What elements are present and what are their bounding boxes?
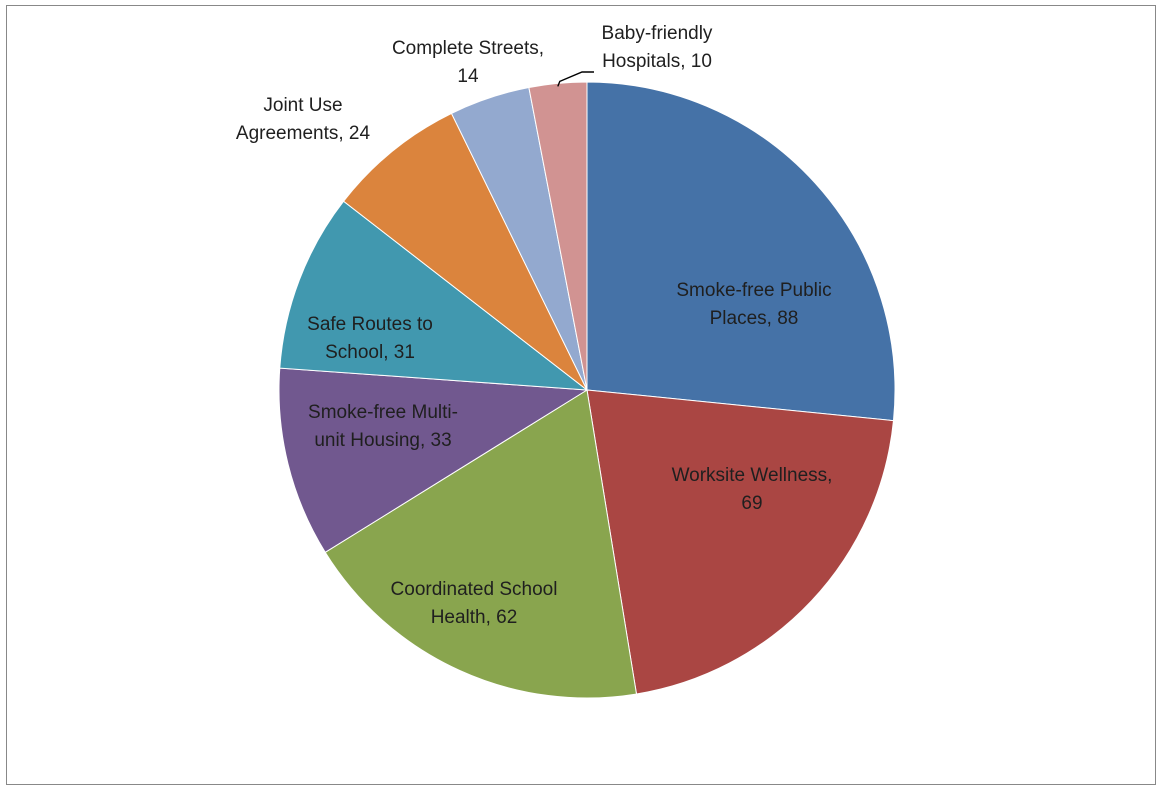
leader-line-baby-friendly-hospitals [557,71,594,87]
label-line: Places, 88 [710,308,799,329]
label-worksite-wellness: Worksite Wellness, 69 [672,465,833,514]
label-line: 14 [457,66,479,87]
label-line: Complete Streets, [392,38,544,59]
label-coordinated-school-health: Coordinated School Health, 62 [391,579,558,628]
label-line: Smoke-free Multi- [308,402,458,423]
slice-safe-routes-to-school [279,200,589,391]
slice-baby-friendly-hospitals [528,81,588,391]
label-line: Joint Use [263,95,342,116]
pie-slices [278,81,896,699]
label-line: Coordinated School [391,579,558,600]
slice-smoke-free-multi-unit-housing [278,367,589,554]
label-line: Hospitals, 10 [602,51,712,72]
slice-coordinated-school-health [324,389,638,699]
slice-worksite-wellness [586,389,895,695]
label-line: Baby-friendly [602,23,713,44]
label-line: Health, 62 [431,607,518,628]
label-smoke-free-multi-unit-housing: Smoke-free Multi-unit Housing, 33 [308,402,458,451]
label-smoke-free-public-places: Smoke-free Public Places, 88 [676,280,831,329]
label-line: unit Housing, 33 [314,430,451,451]
label-complete-streets: Complete Streets, 14 [392,38,544,87]
label-line: School, 31 [325,342,415,363]
label-line: Agreements, 24 [236,123,371,144]
leader-lines [557,71,594,87]
label-safe-routes-to-school: Safe Routes to School, 31 [307,314,433,363]
label-line: Smoke-free Public [676,280,831,301]
label-line: Safe Routes to [307,314,433,335]
label-baby-friendly-hospitals: Baby-friendly Hospitals, 10 [602,23,713,72]
slice-joint-use-agreements [342,112,588,391]
label-joint-use-agreements: Joint Use Agreements, 24 [236,95,371,144]
label-line: Worksite Wellness, [672,465,833,486]
slice-smoke-free-public-places [586,81,896,422]
data-labels: Smoke-free Public Places, 88 Worksite Well… [236,23,832,628]
label-line: 69 [741,493,762,514]
